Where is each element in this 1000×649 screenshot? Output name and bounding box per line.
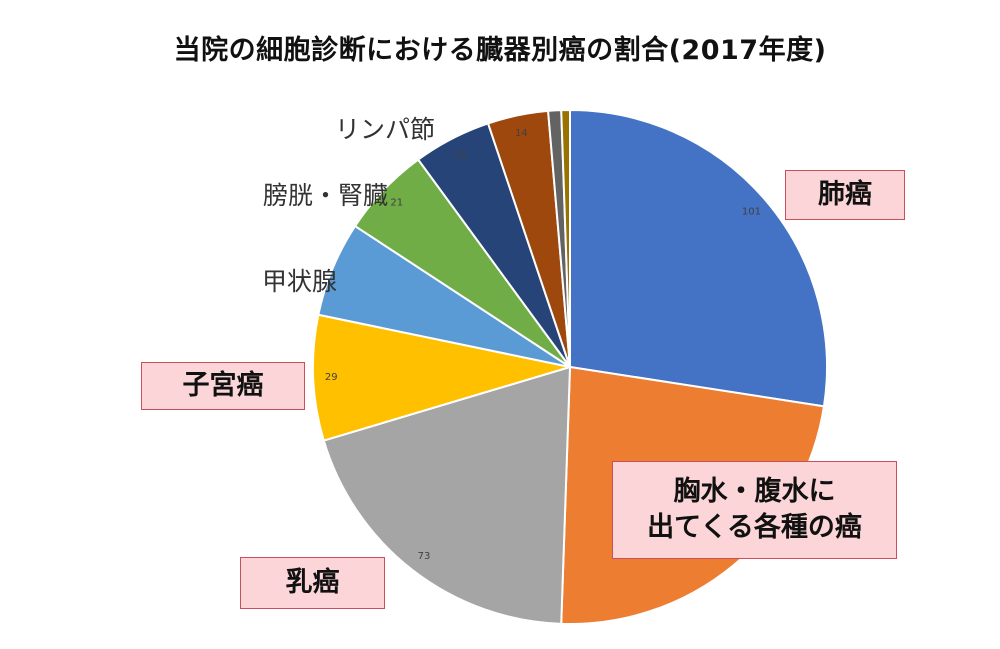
label-effusion: 胸水・腹水に 出てくる各種の癌 [612,461,897,559]
data-label-73: 73 [418,551,431,562]
label-lymph: リンパ節 [335,115,436,144]
pie-slice-0 [569,108,828,408]
label-uterus-text: 子宮癌 [182,369,264,401]
label-uterus: 子宮癌 [141,362,305,410]
data-label-21: 21 [390,197,403,208]
label-lung-text: 肺癌 [818,178,872,210]
label-bladder-kidney: 膀胱・腎臓 [263,181,389,210]
chart-title: 当院の細胞診断における臓器別癌の割合(2017年度) [173,35,827,66]
data-label-18: 18 [454,150,467,161]
label-breast-text: 乳癌 [285,566,340,598]
data-label-14: 14 [515,128,528,139]
data-labels: 101 73 29 21 18 14 [325,128,761,562]
data-label-29: 29 [325,372,338,383]
pie-slice-3 [312,313,571,442]
pie-slice-2 [322,365,572,625]
label-effusion-line2: 出てくる各種の癌 [647,512,862,543]
data-label-101: 101 [742,206,761,217]
pie-slice-9 [560,108,571,368]
label-thyroid: 甲状腺 [262,267,338,296]
label-breast: 乳癌 [240,557,385,609]
label-effusion-line1: 胸水・腹水に [673,475,836,507]
label-lung: 肺癌 [785,170,905,220]
